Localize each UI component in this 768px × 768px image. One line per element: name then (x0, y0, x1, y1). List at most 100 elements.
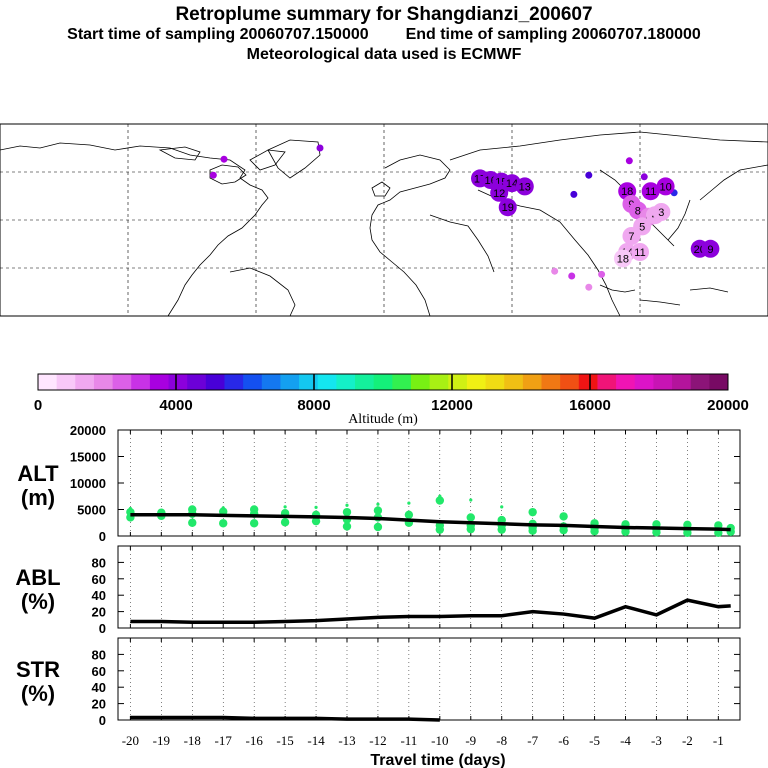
plume-dot (640, 173, 648, 181)
colorbar-tick-label: 20000 (707, 397, 749, 414)
altitude-spread-point (219, 519, 228, 528)
abl-y-tick-label: 60 (92, 572, 106, 587)
colorbar-cell (280, 374, 300, 390)
colorbar-cell (261, 374, 281, 390)
plume-day-label: 9 (707, 244, 713, 256)
x-tick-label: -10 (431, 733, 448, 748)
altitude-spread-point (407, 501, 411, 505)
world-map: 171615141312191811109865437141118209 (0, 123, 768, 317)
plume-marker (490, 183, 509, 202)
colorbar-cell (149, 374, 170, 390)
colorbar-cell (112, 374, 132, 390)
x-axis-title: Travel time (days) (370, 752, 505, 768)
plume-marker (656, 177, 675, 196)
colorbar-tick-label: 8000 (297, 397, 330, 414)
x-tick-label: -8 (496, 733, 507, 748)
plume-dot (585, 171, 593, 179)
x-tick-label: -1 (713, 733, 724, 748)
plume-day-label: 18 (617, 253, 629, 265)
alt-series-line (130, 513, 731, 532)
x-tick-label: -17 (215, 733, 233, 748)
abl-units: (%) (21, 589, 55, 614)
colorbar-cell (522, 374, 543, 390)
plume-dot (568, 272, 576, 280)
plume-day-label: 19 (502, 202, 514, 214)
colorbar-cell (429, 374, 449, 390)
altitude-spread-point (128, 506, 132, 511)
altitude-spread-point (221, 506, 225, 510)
abl-y-tick-label: 40 (92, 588, 106, 603)
x-tick-label: -4 (620, 733, 631, 748)
abl-y-tick-label: 80 (92, 555, 106, 570)
altitude-spread-point (345, 503, 349, 507)
altitude-spread-point (280, 518, 290, 527)
str-units: (%) (21, 681, 55, 706)
plume-dot (551, 267, 559, 275)
plume-day-label: 5 (639, 221, 645, 233)
colorbar-cell (634, 374, 654, 390)
plume-day-label: 3 (658, 207, 664, 219)
altitude-spread-point (559, 512, 568, 521)
chart-title: Retroplume summary for Shangdianzi_20060… (175, 4, 593, 25)
x-tick-label: -20 (122, 733, 139, 748)
altitude-spread-point (314, 505, 318, 509)
abl-panel-frame (117, 545, 741, 629)
alt-y-tick-label: 0 (99, 529, 106, 544)
alt-units: (m) (21, 485, 55, 510)
colorbar-tick-label: 0 (34, 397, 42, 414)
colorbar-frame (37, 373, 729, 391)
str-y-tick-label: 80 (92, 647, 106, 662)
colorbar-cell (466, 374, 487, 390)
colorbar-cell (690, 374, 710, 390)
plume-day-label: 13 (519, 181, 531, 193)
x-tick-label: -19 (153, 733, 170, 748)
plume-dot (316, 144, 324, 152)
x-tick-label: -5 (589, 733, 600, 748)
colorbar-cell (504, 374, 524, 390)
alt-title: ALT (17, 461, 59, 486)
plume-dot (209, 171, 217, 179)
plume-marker (701, 239, 720, 258)
plume-marker (641, 182, 660, 201)
x-tick-label: -15 (276, 733, 293, 748)
altitude-spread-point (528, 507, 537, 517)
time-series-panels: 05000100001500020000ALT(m)020406080ABL(%… (15, 423, 741, 768)
sampling-times: Start time of sampling 20060707.150000 E… (0, 26, 768, 44)
x-tick-label: -6 (558, 733, 569, 748)
str-y-tick-label: 60 (92, 664, 106, 679)
plume-day-label: 14 (506, 178, 518, 190)
alt-y-tick-label: 10000 (70, 476, 106, 491)
str-y-tick-label: 40 (92, 680, 106, 695)
abl-title: ABL (15, 565, 60, 590)
plume-dot (570, 190, 578, 198)
plume-marker (498, 198, 517, 217)
colorbar-tick-label: 4000 (159, 397, 192, 414)
abl-y-tick-label: 20 (92, 605, 106, 620)
plume-marker (631, 243, 649, 261)
plume-marker (622, 227, 641, 245)
plume-dot (220, 155, 228, 163)
colorbar-cell (93, 374, 114, 390)
colorbar-cell (709, 374, 729, 390)
plume-day-label: 8 (635, 205, 641, 217)
altitude-spread-point (342, 507, 352, 517)
colorbar-title: Altitude (m) (348, 412, 418, 427)
colorbar-cell (392, 374, 412, 390)
alt-y-tick-label: 5000 (77, 503, 106, 518)
end-time-label: End time of sampling 20060707.180000 (405, 26, 701, 43)
x-tick-label: -11 (400, 733, 417, 748)
colorbar-cell (672, 374, 692, 390)
altitude-colorbar: 0 4000 8000 12000 16000 20000 Altitude (m) (34, 373, 749, 427)
colorbar-cell (243, 374, 263, 390)
colorbar-cell (485, 374, 505, 390)
colorbar-cell (56, 374, 76, 390)
colorbar-cell (224, 374, 244, 390)
altitude-spread-point (373, 522, 383, 532)
altitude-spread-point (311, 516, 321, 526)
plume-dot (625, 157, 633, 165)
abl-y-tick-label: 0 (99, 621, 106, 636)
plume-day-label: 7 (628, 231, 634, 243)
colorbar-cell (187, 374, 207, 390)
str-series-line (130, 715, 440, 722)
